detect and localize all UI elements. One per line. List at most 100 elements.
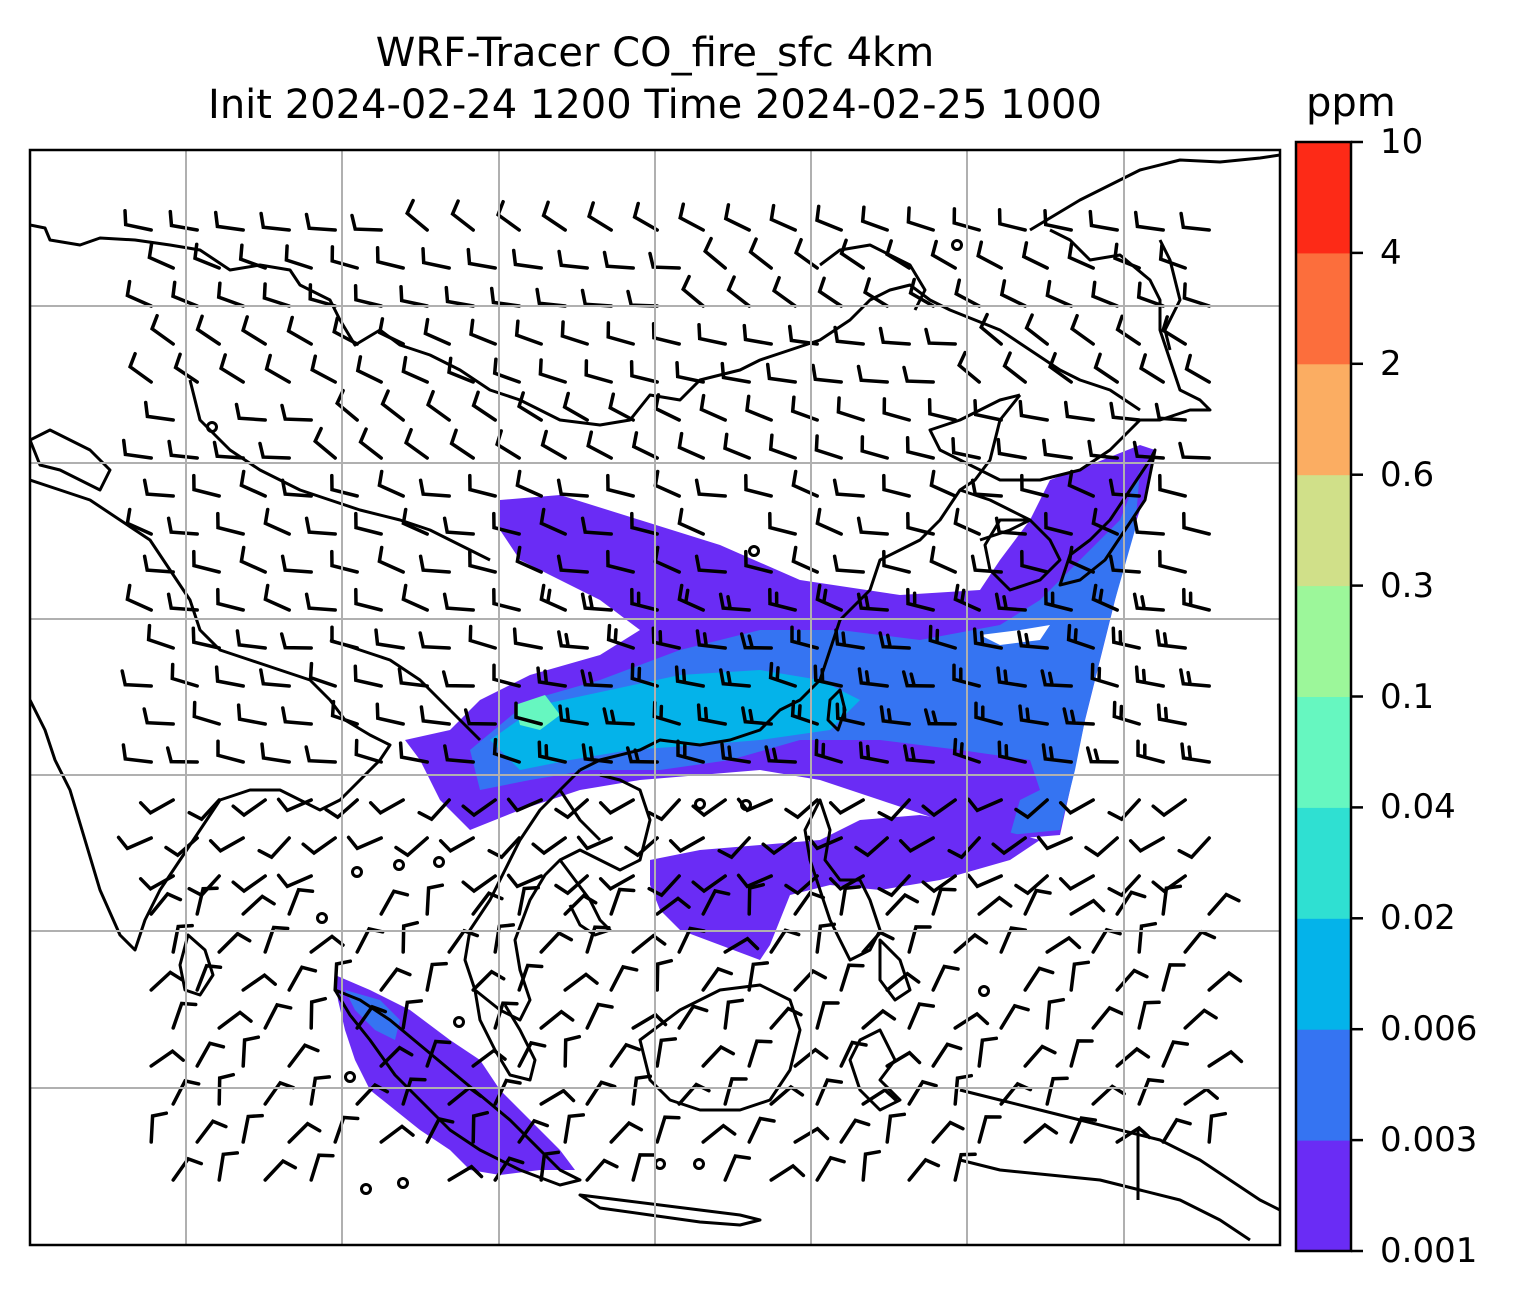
wind-barb — [260, 742, 291, 764]
wind-barb — [793, 1126, 830, 1144]
wind-barb — [560, 320, 589, 346]
wind-barb — [1158, 473, 1187, 498]
wind-barb — [258, 441, 291, 460]
wind-barb — [1161, 1117, 1192, 1144]
wind-barb — [377, 469, 405, 498]
wind-barb — [1014, 874, 1049, 896]
wind-barb — [539, 583, 567, 612]
wind-barb — [489, 286, 521, 308]
wind-barb — [263, 925, 290, 954]
wind-barb — [379, 1124, 415, 1144]
wind-barb — [1151, 798, 1187, 818]
wind-barb — [815, 583, 843, 612]
colorbar-tick-label: 0.6 — [1380, 454, 1435, 495]
wind-barb — [1128, 836, 1165, 853]
wind-barb — [720, 742, 751, 764]
wind-barb — [438, 836, 475, 853]
wind-barb — [517, 1118, 550, 1144]
wind-barb — [309, 1153, 335, 1182]
calm-wind-markers — [206, 239, 990, 1195]
wind-barb — [1179, 211, 1211, 232]
wind-barb — [966, 797, 1003, 813]
wind-barb — [214, 665, 245, 688]
wind-barb — [354, 587, 383, 612]
wind-barb — [375, 246, 405, 270]
calm-wind-marker — [748, 545, 760, 557]
wind-barb — [860, 435, 889, 460]
wind-barb — [676, 739, 705, 764]
wind-barb — [554, 874, 589, 896]
wind-barb — [747, 1039, 773, 1068]
wind-barb — [517, 963, 544, 992]
wind-barb — [576, 835, 613, 851]
wind-barb — [952, 663, 981, 688]
wind-barb — [1090, 662, 1119, 688]
wind-barb — [856, 592, 889, 612]
wind-barb — [308, 283, 337, 308]
wind-barb — [310, 354, 337, 384]
wind-barb — [677, 507, 705, 536]
wind-barb — [991, 836, 1027, 856]
wind-barb — [138, 798, 175, 815]
wind-barb — [1161, 884, 1183, 916]
wind-barb — [563, 893, 598, 916]
wind-barb — [171, 1001, 198, 1030]
wind-barb — [832, 478, 865, 498]
wind-barb — [598, 798, 635, 815]
wind-barb — [279, 632, 313, 650]
wind-barb — [580, 516, 613, 536]
wind-barb — [903, 744, 935, 764]
wind-barb — [1069, 898, 1106, 916]
wind-barb — [723, 432, 751, 460]
wind-barb — [257, 836, 291, 860]
wind-barb — [146, 623, 175, 650]
wind-barb — [1136, 281, 1165, 308]
wind-barb — [977, 1115, 1002, 1144]
wind-barb — [149, 891, 183, 916]
wind-barb — [241, 315, 267, 346]
wind-barb — [346, 835, 383, 851]
wind-barb — [977, 895, 1013, 916]
wind-barb — [906, 511, 935, 536]
wind-barb — [1069, 1039, 1094, 1068]
wind-barb — [791, 545, 819, 574]
wind-barb — [815, 1155, 846, 1182]
wind-barb — [541, 200, 567, 232]
wind-barb — [863, 277, 889, 308]
wind-barb — [539, 1009, 575, 1030]
wind-barb — [324, 798, 359, 820]
wind-barb — [1023, 966, 1055, 992]
wind-barb — [239, 469, 267, 498]
wind-barb — [330, 473, 359, 498]
wind-barb — [602, 250, 635, 270]
wind-barb — [815, 922, 837, 954]
wind-barb — [723, 1154, 752, 1182]
wind-barb — [309, 1075, 332, 1106]
wind-barb — [768, 511, 797, 536]
wind-barb — [276, 797, 313, 813]
wind-barb — [1161, 963, 1186, 992]
wind-barb — [815, 1078, 844, 1106]
wind-barb — [149, 970, 184, 992]
wind-barb — [375, 702, 405, 726]
wind-barb — [166, 516, 199, 536]
wind-barb — [425, 1116, 455, 1144]
wind-barb — [921, 874, 957, 894]
wind-barb — [539, 1150, 561, 1182]
wind-barb — [401, 999, 424, 1030]
wind-barb — [947, 836, 981, 860]
wind-barb — [606, 473, 635, 498]
colorbar-unit-label: ppm — [1306, 80, 1396, 126]
wind-barb — [701, 966, 734, 992]
wind-barb — [217, 1072, 236, 1106]
wind-barb — [931, 1120, 965, 1144]
wind-barb — [1108, 478, 1141, 498]
wind-barb — [694, 554, 727, 574]
wind-barb — [625, 746, 659, 764]
wind-barb — [1132, 440, 1165, 460]
map-title-line2: Init 2024-02-24 1200 Time 2024-02-25 100… — [208, 82, 1102, 128]
wind-barb — [379, 967, 412, 992]
wind-barb — [1023, 1044, 1057, 1068]
wind-barb — [951, 436, 981, 460]
wind-barb — [718, 592, 751, 612]
